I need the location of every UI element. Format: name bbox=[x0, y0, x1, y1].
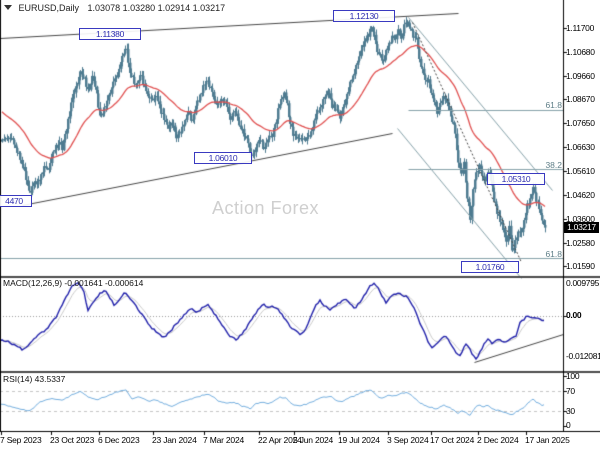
price-tick-label: 1.07650 bbox=[566, 118, 595, 129]
date-tick-label: 17 Jan 2025 bbox=[525, 435, 570, 445]
current-price-tag: 1.03217 bbox=[564, 222, 599, 233]
price-tick-label: 1.11700 bbox=[566, 23, 594, 33]
price-level-label[interactable]: 1.12130 bbox=[333, 10, 395, 22]
price-level-label[interactable]: 1.11380 bbox=[79, 28, 141, 40]
date-tick-label: 19 Jul 2024 bbox=[338, 435, 380, 445]
price-tick-label: 1.10680 bbox=[566, 47, 595, 57]
fib-percent-label: 38.2 bbox=[545, 160, 562, 170]
price-level-label[interactable]: 1.01760 bbox=[461, 261, 519, 273]
price-tick-label: 1.08670 bbox=[566, 94, 595, 105]
fib-percent-label: 61.8 bbox=[545, 100, 562, 110]
date-tick-label: 2 Dec 2024 bbox=[477, 435, 519, 445]
price-tick-label: 1.09660 bbox=[566, 71, 595, 81]
macd-indicator-title: MACD(12,26,9) -0.001641 -0.000614 bbox=[3, 278, 144, 288]
macd-min-label: -0.012081 bbox=[566, 351, 600, 361]
chart-title-bar: EURUSD,Daily 1.03078 1.03280 1.02914 1.0… bbox=[4, 3, 225, 13]
rsi-tick-label: 0 bbox=[566, 420, 571, 430]
price-tick-label: 1.05610 bbox=[566, 166, 595, 177]
price-tick-label: 1.01590 bbox=[566, 260, 595, 271]
price-tick-label: 1.03600 bbox=[566, 213, 595, 224]
price-tick-label: 1.04620 bbox=[566, 189, 595, 200]
symbol-dropdown-icon[interactable] bbox=[4, 5, 12, 10]
price-level-label[interactable]: 1.05310 bbox=[487, 173, 545, 185]
date-tick-label: 17 Oct 2024 bbox=[430, 435, 475, 445]
watermark: Action Forex bbox=[212, 198, 320, 218]
date-tick-label: 5 Jun 2024 bbox=[293, 435, 334, 445]
price-tick-label: 1.06630 bbox=[566, 142, 595, 153]
price-level-label[interactable]: 4470 bbox=[0, 195, 32, 207]
fib-percent-label: 61.8 bbox=[545, 249, 562, 259]
date-tick-label: 7 Sep 2023 bbox=[0, 435, 42, 445]
macd-zero-label: 0.00 bbox=[566, 310, 582, 320]
symbol-timeframe-label: EURUSD,Daily bbox=[18, 3, 80, 13]
price-tick-label: 1.02580 bbox=[566, 237, 595, 248]
date-tick-label: 22 Apr 2024 bbox=[258, 435, 302, 445]
rsi-indicator-title: RSI(14) 43.5337 bbox=[3, 374, 66, 384]
rsi-tick-label: 70 bbox=[566, 386, 575, 396]
ohlc-values: 1.03078 1.03280 1.02914 1.03217 bbox=[87, 3, 226, 13]
price-level-label[interactable]: 1.06010 bbox=[194, 152, 252, 164]
date-tick-label: 3 Sep 2024 bbox=[387, 435, 429, 445]
rsi-tick-label: 100 bbox=[566, 371, 580, 381]
date-tick-label: 23 Oct 2023 bbox=[50, 435, 95, 445]
rsi-tick-label: 30 bbox=[566, 406, 575, 416]
date-tick-label: 23 Jan 2024 bbox=[152, 435, 197, 445]
date-tick-label: 6 Dec 2023 bbox=[98, 435, 140, 445]
date-tick-label: 7 Mar 2024 bbox=[203, 435, 244, 445]
macd-max-label: 0.009795 bbox=[566, 278, 600, 288]
